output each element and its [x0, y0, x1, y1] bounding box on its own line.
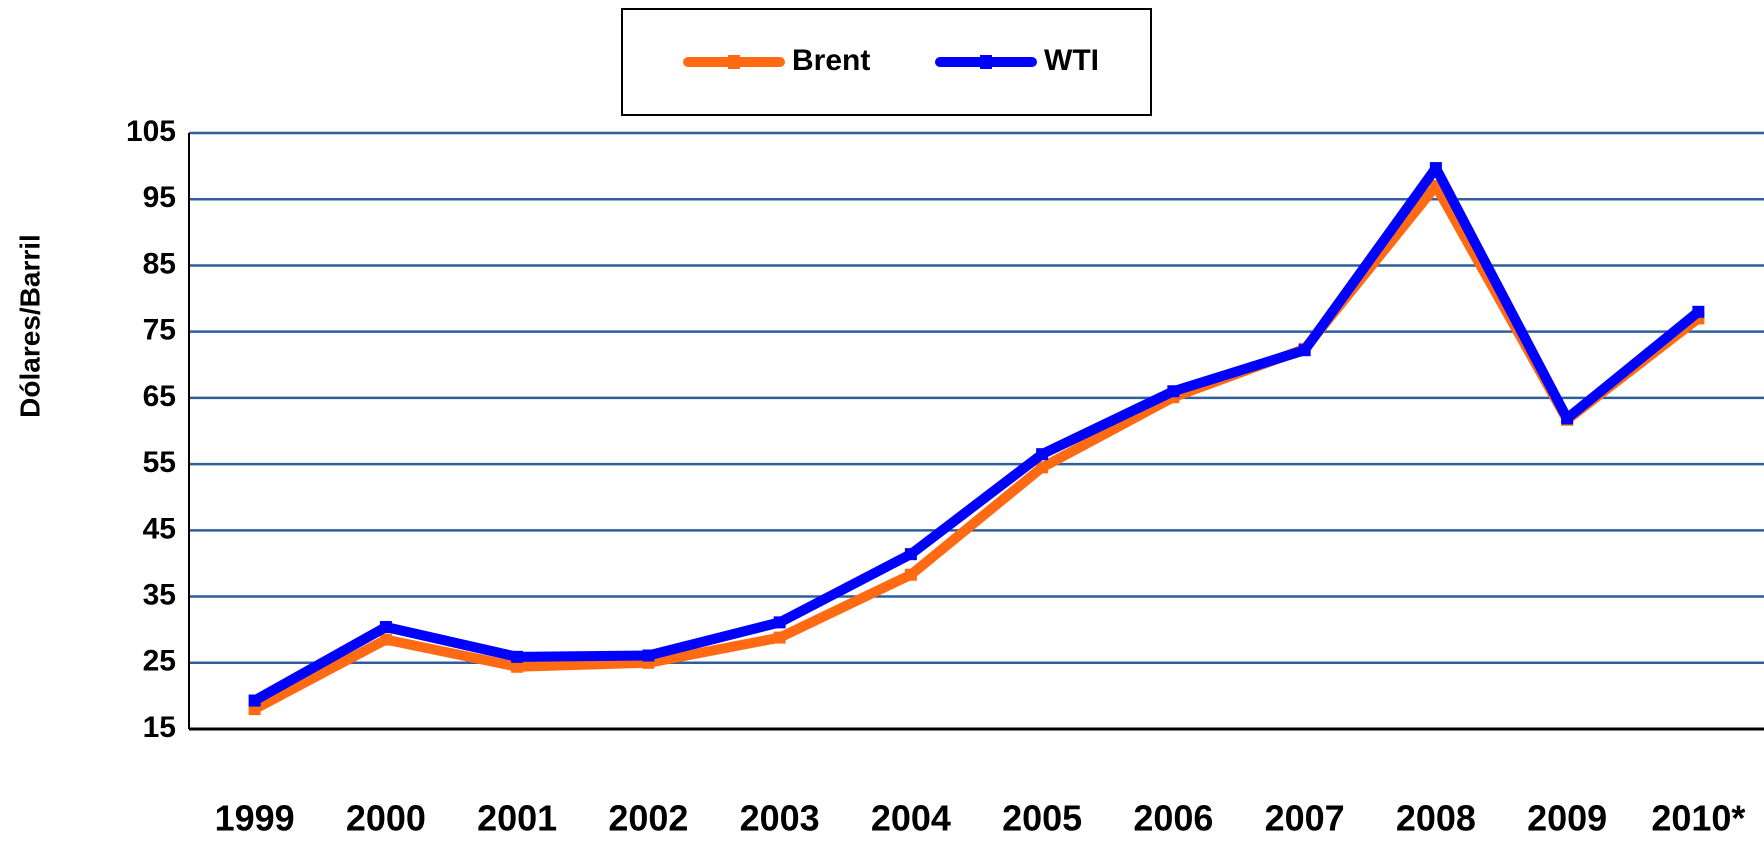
x-tick-label: 1999	[215, 798, 295, 839]
x-tick-label: 2009	[1527, 798, 1607, 839]
x-tick-label: 2004	[871, 798, 951, 839]
point-marker	[904, 548, 917, 561]
legend-label: Brent	[792, 44, 870, 77]
point-marker	[773, 616, 786, 629]
y-tick-label: 45	[143, 512, 176, 545]
series-line	[252, 163, 1702, 705]
point-marker	[904, 568, 917, 581]
x-tick-label: 2008	[1396, 798, 1476, 839]
x-tick-label: 2001	[477, 798, 557, 839]
x-tick-label: 2005	[1002, 798, 1082, 839]
x-tick-label: 2007	[1265, 798, 1345, 839]
y-tick-label: 25	[143, 645, 176, 678]
x-tick-label: 2010*	[1651, 798, 1745, 839]
point-marker	[1036, 448, 1049, 461]
y-tick-label: 55	[143, 446, 176, 479]
point-marker	[642, 649, 655, 662]
point-marker	[248, 694, 261, 707]
point-marker	[773, 631, 786, 644]
point-marker	[511, 660, 524, 673]
y-tick-label: 95	[143, 181, 176, 214]
x-tick-label: 2006	[1133, 798, 1213, 839]
point-marker	[379, 621, 392, 634]
x-tick-label: 2002	[608, 798, 688, 839]
x-tick-label: 2000	[346, 798, 426, 839]
point-marker	[379, 633, 392, 646]
y-tick-label: 65	[143, 380, 176, 413]
legend-marker	[980, 55, 992, 69]
legend-label: WTI	[1044, 44, 1099, 77]
point-marker	[1167, 385, 1180, 398]
series-line	[252, 180, 1702, 714]
point-marker	[1036, 461, 1049, 474]
point-marker	[1692, 305, 1705, 318]
y-tick-label: 105	[126, 115, 176, 148]
legend-marker	[728, 55, 740, 69]
y-tick-label: 15	[143, 711, 176, 744]
y-tick-label: 85	[143, 247, 176, 280]
point-marker	[1429, 162, 1442, 175]
point-marker	[511, 650, 524, 663]
y-tick-label: 75	[143, 314, 176, 347]
x-tick-label: 2003	[740, 798, 820, 839]
y-axis-label: Dólares/Barril	[14, 234, 45, 418]
y-tick-label: 35	[143, 578, 176, 611]
point-marker	[1298, 344, 1311, 357]
point-marker	[1561, 412, 1574, 425]
